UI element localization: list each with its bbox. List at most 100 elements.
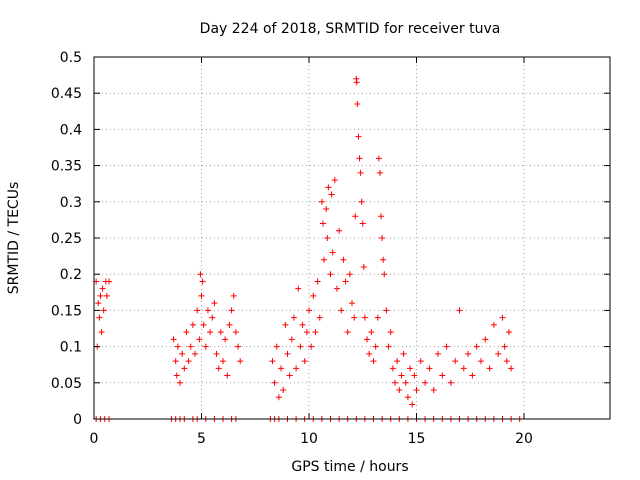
data-point — [312, 329, 319, 336]
data-point — [361, 314, 368, 321]
data-point — [404, 394, 411, 401]
data-point — [213, 350, 220, 357]
data-point — [342, 278, 349, 285]
data-point — [370, 358, 377, 365]
data-point — [321, 256, 328, 263]
data-point — [344, 329, 351, 336]
data-point — [495, 350, 502, 357]
data-point — [356, 155, 363, 162]
x-tick-label: 15 — [408, 431, 426, 447]
data-point — [173, 372, 180, 379]
data-point — [222, 336, 229, 343]
data-point — [282, 321, 289, 328]
data-point — [177, 379, 183, 386]
y-tick-label: 0.35 — [51, 159, 82, 175]
data-point — [376, 169, 383, 176]
y-tick-label: 0.1 — [60, 340, 82, 356]
data-point — [100, 307, 107, 314]
data-point — [368, 329, 375, 336]
data-point — [353, 79, 360, 86]
data-point — [460, 365, 467, 372]
data-point — [224, 372, 231, 379]
plot-frame — [93, 56, 611, 420]
data-point — [174, 343, 181, 350]
data-point — [379, 235, 386, 241]
data-point — [375, 155, 382, 162]
data-point — [381, 271, 388, 278]
data-point — [411, 372, 418, 379]
data-point — [314, 278, 321, 285]
data-point — [400, 350, 407, 357]
data-point — [327, 271, 334, 278]
data-point — [501, 343, 508, 350]
data-point — [197, 271, 204, 278]
data-point — [360, 263, 367, 270]
data-point — [183, 329, 190, 336]
data-point — [329, 249, 336, 256]
y-tick-label: 0.45 — [51, 86, 82, 102]
data-point — [293, 365, 300, 372]
data-point — [273, 343, 280, 350]
data-point — [187, 343, 194, 350]
data-point — [228, 307, 235, 314]
data-point — [456, 307, 463, 314]
data-point — [387, 329, 394, 336]
y-tick-label: 0 — [73, 412, 82, 428]
data-point — [385, 343, 392, 350]
data-points — [93, 75, 523, 422]
data-point — [196, 336, 203, 343]
data-point — [185, 358, 192, 365]
grid — [94, 57, 610, 419]
data-point — [328, 191, 335, 198]
data-point — [422, 379, 429, 386]
data-point — [301, 358, 308, 365]
data-point — [280, 387, 287, 394]
data-point — [409, 401, 416, 408]
data-point — [308, 343, 315, 350]
data-point — [299, 321, 306, 328]
data-point — [465, 350, 472, 357]
data-point — [319, 220, 326, 227]
data-point — [199, 278, 206, 285]
data-point — [200, 321, 207, 328]
data-point — [338, 307, 345, 314]
data-point — [505, 329, 512, 336]
data-point — [473, 343, 480, 350]
data-point — [217, 329, 224, 336]
x-tick-label: 5 — [197, 431, 206, 447]
data-point — [316, 314, 323, 321]
data-point — [230, 292, 237, 299]
data-point — [220, 358, 226, 365]
data-point — [95, 300, 102, 307]
data-point — [181, 365, 188, 372]
data-point — [209, 314, 216, 321]
x-tick-label: 20 — [515, 431, 533, 447]
data-point — [357, 169, 364, 176]
data-point — [508, 365, 515, 372]
data-point — [98, 329, 105, 336]
data-point — [204, 307, 211, 314]
x-tick-label: 10 — [300, 431, 318, 447]
y-tick-label: 0.5 — [60, 50, 82, 66]
data-point — [235, 343, 242, 350]
data-point — [366, 350, 373, 357]
data-point — [202, 343, 209, 350]
data-point — [426, 365, 433, 372]
data-point — [106, 278, 113, 285]
data-point — [378, 213, 385, 220]
data-point — [354, 101, 361, 108]
data-point — [194, 307, 201, 314]
data-point — [469, 372, 476, 379]
data-point — [336, 227, 343, 234]
data-point — [172, 358, 179, 365]
x-axis-label: GPS time / hours — [291, 459, 408, 475]
data-point — [402, 379, 409, 386]
data-point — [278, 365, 285, 372]
data-point — [392, 379, 398, 386]
data-point — [349, 300, 355, 307]
axis-ticks: 0 5 10 15 20 0 0.05 0.1 0.15 0.2 0.25 0.3 0.35 0.4 0.4… — [51, 50, 610, 447]
data-point — [352, 213, 359, 220]
data-point — [351, 314, 358, 321]
data-point — [269, 358, 276, 365]
data-point — [290, 314, 297, 321]
